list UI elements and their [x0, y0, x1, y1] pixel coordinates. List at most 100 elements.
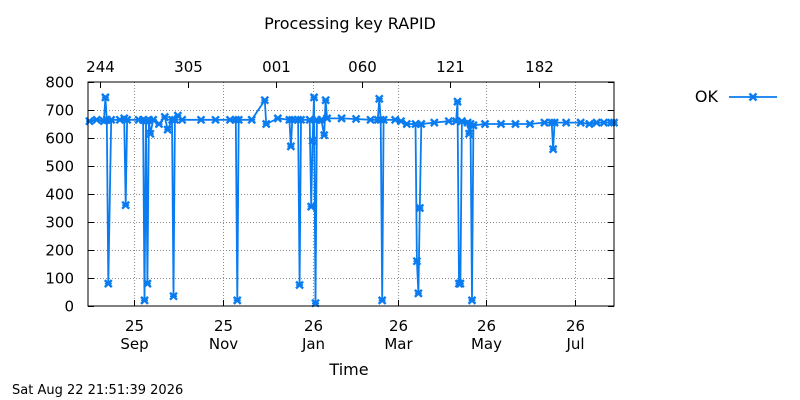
top-tick-label: 060: [348, 58, 377, 76]
y-tick-label: 700: [45, 102, 74, 120]
data-point: [296, 115, 306, 125]
data-point: [379, 115, 388, 125]
x-tick-label-day: 26: [477, 317, 496, 335]
data-point: [467, 296, 477, 305]
data-point: [261, 119, 271, 129]
data-point: [540, 118, 549, 127]
top-tick-label: 121: [436, 58, 465, 76]
data-point: [457, 116, 467, 126]
x-tick-label-month: Nov: [209, 335, 238, 353]
x-tick-label-day: 26: [304, 317, 323, 335]
x-tick-label-month: Sep: [120, 335, 148, 353]
data-point: [306, 202, 316, 211]
data-series: [85, 93, 619, 308]
data-point: [366, 115, 375, 125]
data-point: [232, 296, 242, 305]
data-point: [429, 118, 439, 127]
data-point: [309, 93, 319, 102]
y-tick-label: 800: [45, 74, 74, 92]
data-point: [305, 115, 315, 125]
data-point: [415, 203, 425, 213]
y-tick-label: 100: [45, 270, 74, 288]
data-point: [163, 125, 173, 134]
data-point: [456, 279, 465, 288]
data-point: [416, 119, 426, 129]
footer-timestamp: Sat Aug 22 21:51:39 2026: [12, 383, 183, 398]
data-point: [414, 289, 423, 298]
data-point: [402, 119, 412, 129]
data-point: [374, 94, 384, 104]
legend-marker: [748, 92, 758, 102]
x-tick-label-day: 26: [566, 317, 585, 335]
data-point: [337, 114, 346, 123]
x-axis-label: Time: [328, 360, 368, 379]
data-point: [319, 130, 329, 140]
data-point: [322, 114, 332, 123]
y-tick-label: 300: [45, 214, 74, 232]
plot-frame: [87, 81, 615, 307]
x-tick-label-day: 26: [389, 317, 408, 335]
data-point: [496, 119, 506, 129]
data-point: [145, 129, 155, 139]
x-tick-label-month: May: [471, 335, 502, 353]
y-tick-label: 500: [45, 158, 74, 176]
data-point: [585, 119, 594, 129]
data-point: [444, 116, 454, 126]
x-tick-label-month: Jan: [301, 335, 325, 353]
top-tick-label: 182: [525, 58, 554, 76]
data-point: [286, 142, 296, 151]
data-point: [316, 115, 326, 125]
data-point: [390, 115, 400, 125]
data-point: [599, 118, 609, 127]
grid: [88, 82, 614, 306]
data-point: [308, 136, 317, 146]
data-point: [121, 200, 131, 210]
data-point: [295, 280, 304, 290]
data-point: [160, 112, 170, 122]
data-point: [550, 118, 559, 127]
data-point: [211, 115, 220, 125]
data-point: [321, 95, 330, 105]
legend-label: OK: [695, 87, 719, 106]
data-point: [247, 115, 257, 125]
top-tick-label: 001: [262, 58, 291, 76]
data-point: [101, 93, 110, 102]
data-point: [177, 115, 187, 125]
data-point: [154, 119, 164, 129]
data-point: [469, 121, 478, 130]
x-tick-label-month: Mar: [384, 335, 413, 353]
y-tick-label: 600: [45, 130, 74, 148]
data-point: [85, 116, 94, 126]
data-point: [548, 144, 558, 154]
data-point: [169, 291, 178, 301]
y-tick-label: 0: [64, 298, 74, 316]
chart-title: Processing key RAPID: [264, 14, 436, 33]
legend: OK: [695, 87, 777, 106]
data-point: [273, 114, 283, 123]
series-line: [89, 96, 614, 305]
data-point: [464, 129, 474, 139]
axes: 010020030040050060070080025Sep25Nov26Jan…: [45, 58, 614, 353]
x-tick-label-month: Jul: [565, 335, 584, 353]
data-point: [576, 118, 586, 127]
data-point: [103, 279, 113, 288]
y-tick-label: 400: [45, 186, 74, 204]
data-point: [377, 296, 387, 305]
data-point: [592, 118, 601, 127]
top-tick-label: 244: [86, 58, 115, 76]
top-tick-label: 305: [174, 58, 203, 76]
data-point: [122, 115, 132, 125]
data-point: [525, 119, 535, 129]
x-tick-label-day: 25: [214, 317, 233, 335]
data-point: [106, 115, 116, 125]
data-point: [511, 119, 520, 129]
data-point: [561, 118, 571, 127]
data-point: [234, 115, 244, 125]
data-point: [453, 97, 462, 106]
data-point: [260, 95, 270, 105]
data-point: [92, 115, 102, 125]
data-point: [480, 119, 490, 129]
data-point: [196, 115, 206, 125]
data-point: [143, 279, 152, 288]
